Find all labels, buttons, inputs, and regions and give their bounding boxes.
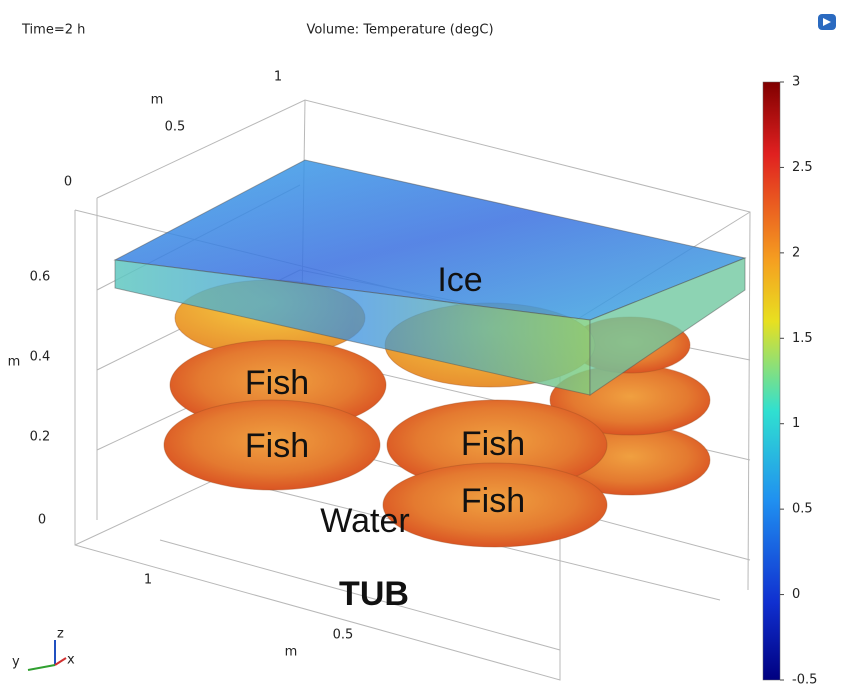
colorbar-tick-label: 1.5: [792, 331, 813, 346]
axis-labels: 1 m 0.5 0 0.6 0.4 0.2 0 m 1 0.5 m: [8, 70, 354, 660]
plot-title: Volume: Temperature (degC): [306, 23, 493, 38]
fish-label: Fish: [245, 364, 309, 402]
depth-tick: 1: [274, 70, 282, 85]
triad-z: z: [57, 627, 64, 642]
water-label: Water: [320, 502, 409, 540]
colorbar-tick-label: 0: [792, 587, 800, 602]
width-unit: m: [285, 645, 298, 660]
colorbar-tick-label: 1: [792, 416, 800, 431]
annotations: Ice Fish Fish Fish Fish Water TUB: [245, 261, 525, 613]
colorbar-tick-label: 2.5: [792, 160, 813, 175]
height-unit: m: [8, 355, 21, 370]
app-logo[interactable]: [818, 14, 836, 30]
colorbar: 3 2.5 2 1.5 1 0.5 0 -0.5: [762, 75, 817, 688]
height-tick: 0.2: [30, 430, 51, 445]
width-tick: 0.5: [333, 628, 354, 643]
ice-label: Ice: [437, 261, 482, 299]
triad-y: y: [12, 655, 20, 670]
depth-unit: m: [151, 93, 164, 108]
depth-tick: 0: [64, 175, 72, 190]
axis-triad: z y x: [12, 627, 75, 671]
colorbar-tick-label: 3: [792, 75, 800, 90]
height-tick: 0: [38, 513, 46, 528]
fish-label: Fish: [461, 482, 525, 520]
colorbar-tick-label: 0.5: [792, 502, 813, 517]
width-tick: 1: [144, 573, 152, 588]
ice-slab: [113, 159, 747, 396]
colorbar-tick-label: 2: [792, 245, 800, 260]
height-tick: 0.4: [30, 350, 51, 365]
tub-label: TUB: [339, 575, 409, 613]
triad-x: x: [67, 653, 75, 668]
depth-tick: 0.5: [165, 120, 186, 135]
time-label: Time=2 h: [21, 23, 85, 38]
fish-label: Fish: [245, 427, 309, 465]
fish-label: Fish: [461, 425, 525, 463]
height-tick: 0.6: [30, 270, 51, 285]
colorbar-tick-label: -0.5: [792, 673, 817, 688]
